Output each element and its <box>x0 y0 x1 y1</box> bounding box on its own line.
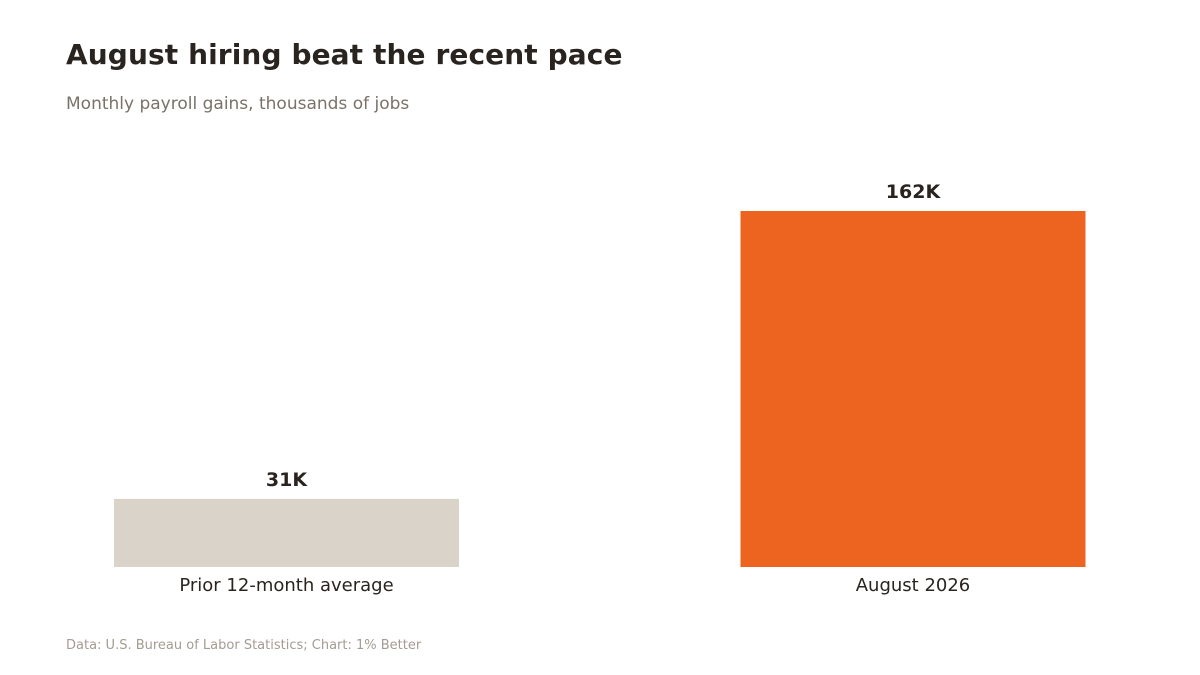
bar-value-label-0: 31K <box>266 469 308 491</box>
bar-value-label-1: 162K <box>886 181 942 203</box>
chart-source: Data: U.S. Bureau of Labor Statistics; C… <box>66 638 422 653</box>
bars-layer: 31K Prior 12-month average 162K August 2026 <box>114 181 1086 596</box>
category-label-1: August 2026 <box>856 575 971 596</box>
bar-1 <box>740 211 1086 567</box>
bar-0 <box>114 498 459 567</box>
category-label-0: Prior 12-month average <box>179 575 393 596</box>
chart-subtitle: Monthly payroll gains, thousands of jobs <box>66 94 410 114</box>
chart-title: August hiring beat the recent pace <box>66 38 623 71</box>
